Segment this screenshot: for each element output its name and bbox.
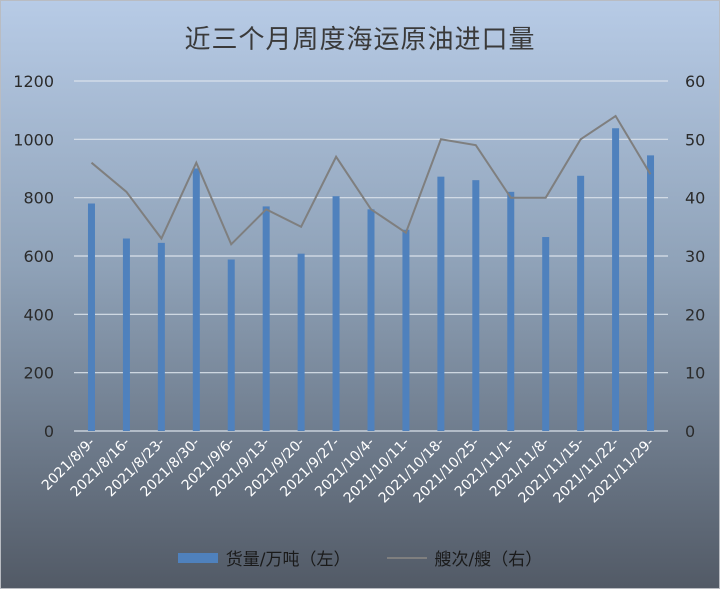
y-right-tick-label: 10 [685, 364, 705, 383]
bar [612, 128, 620, 431]
bar [647, 155, 655, 431]
y-left-tick-label: 800 [23, 189, 54, 208]
legend-item-cargo: 货量/万吨（左） [177, 545, 351, 570]
y-left-tick-label: 0 [44, 422, 54, 441]
y-left-tick-label: 400 [23, 305, 54, 324]
bar [542, 237, 550, 431]
bar [507, 191, 515, 431]
chart-legend: 货量/万吨（左） 艘次/艘（右） [1, 545, 719, 570]
bar [227, 259, 235, 431]
series-line [90, 114, 652, 247]
y-right-tick-label: 60 [685, 72, 705, 91]
y-right-tick-label: 0 [685, 422, 695, 441]
y-right-tick-label: 50 [685, 130, 705, 149]
bar [332, 196, 340, 431]
bar [577, 175, 585, 431]
bar [262, 206, 270, 431]
y-right-tick-label: 40 [685, 189, 705, 208]
y-left-tick-label: 1200 [13, 72, 54, 91]
bar [402, 229, 410, 431]
legend-swatch-bar [177, 552, 218, 563]
y-right-tick-label: 20 [685, 305, 705, 324]
bar [367, 209, 375, 431]
bar [437, 176, 445, 431]
legend-label-cargo: 货量/万吨（左） [225, 550, 351, 570]
y-right-tick-label: 30 [685, 247, 705, 266]
chart-title: 近三个月周度海运原油进口量 [184, 25, 536, 55]
legend-label-voyages: 艘次/艘（右） [434, 550, 543, 570]
bar [192, 168, 200, 431]
legend-item-voyages: 艘次/艘（右） [386, 545, 543, 570]
bar [122, 238, 130, 431]
y-left-tick-label: 1000 [13, 130, 54, 149]
bar [87, 203, 95, 431]
bar [297, 253, 305, 431]
y-left-tick-label: 200 [23, 364, 54, 383]
bar [157, 242, 165, 431]
bar [472, 180, 480, 431]
y-left-tick-label: 600 [23, 247, 54, 266]
legend-swatch-line [386, 556, 427, 559]
